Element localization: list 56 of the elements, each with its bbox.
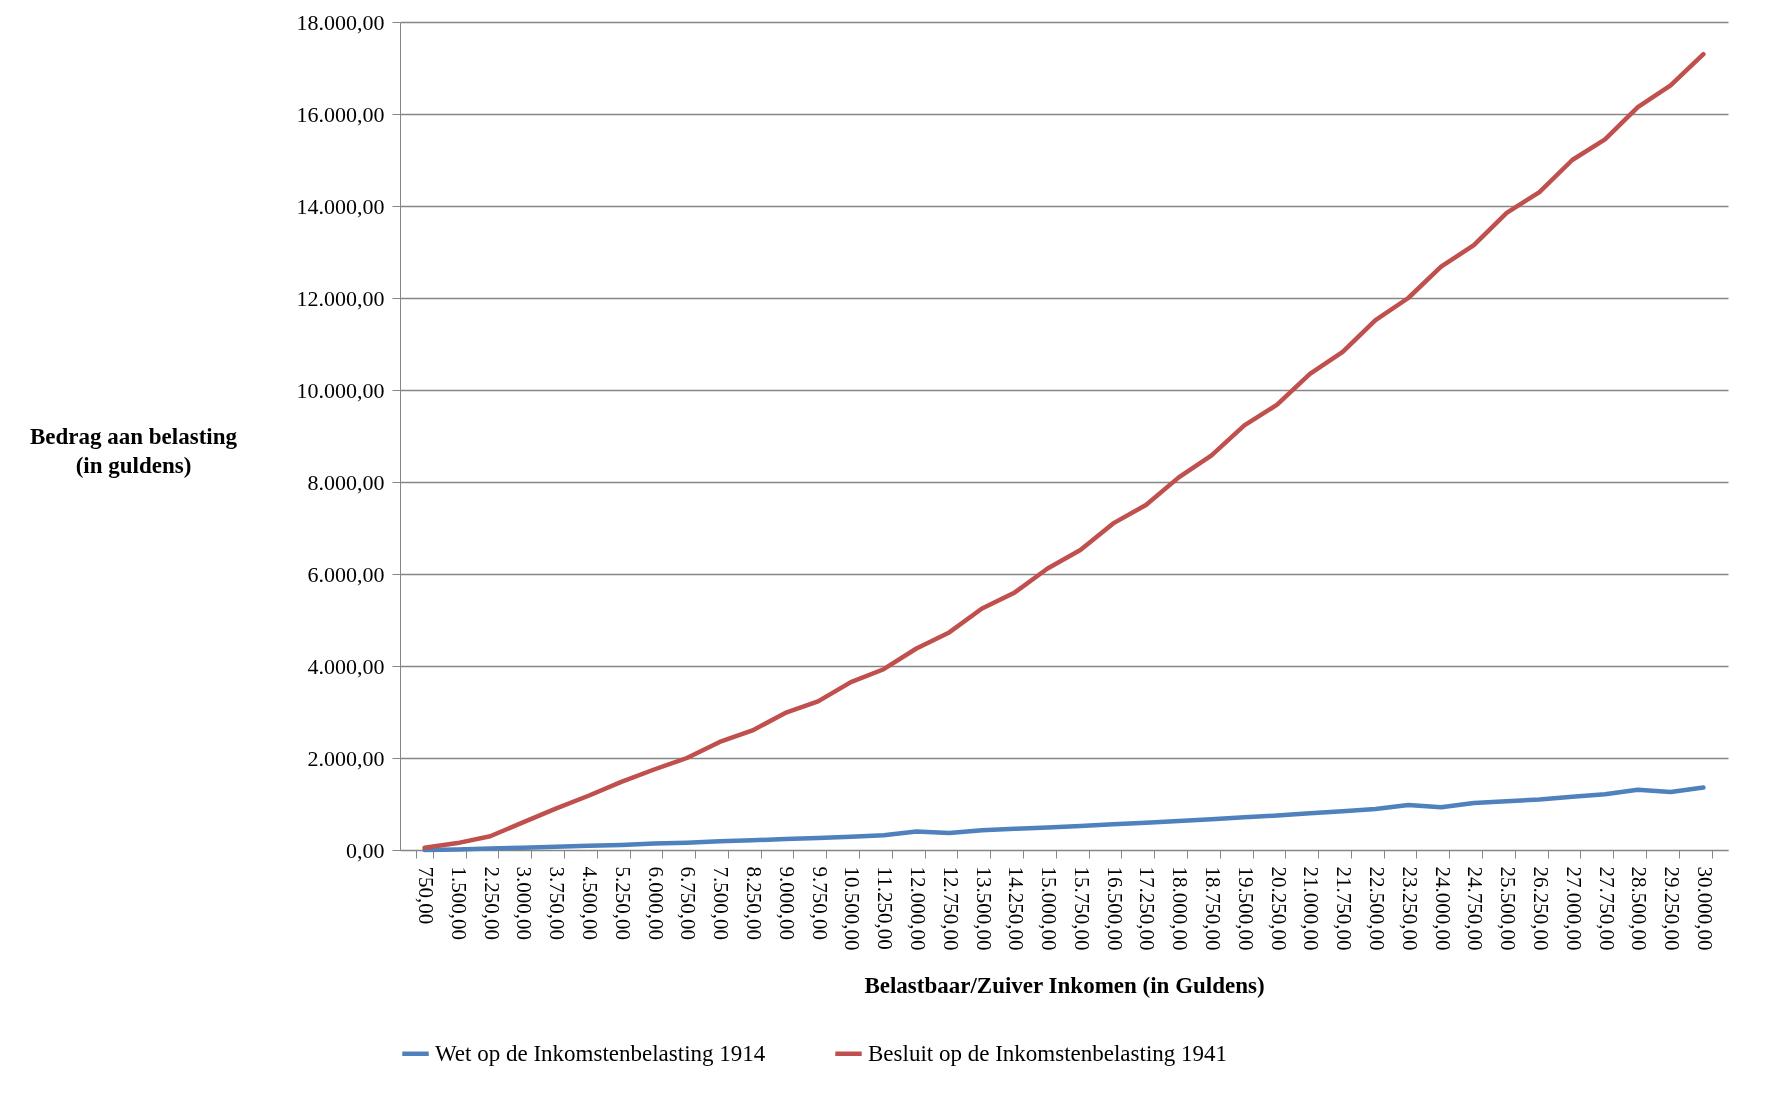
x-tick-label: 23.250,00 bbox=[1397, 866, 1422, 951]
x-tick-label: 2.250,00 bbox=[479, 866, 504, 940]
x-tick-label: 22.500,00 bbox=[1365, 866, 1390, 951]
x-tick-label: 5.250,00 bbox=[610, 866, 635, 940]
y-tick-label: 4.000,00 bbox=[307, 653, 385, 679]
y-tick-label: 0,00 bbox=[346, 837, 385, 863]
x-tick-label: 3.000,00 bbox=[512, 866, 537, 940]
x-tick-label: 27.750,00 bbox=[1594, 866, 1619, 951]
x-tick-label: 20.250,00 bbox=[1266, 866, 1291, 951]
x-tick-label: 13.500,00 bbox=[971, 866, 996, 951]
y-axis-title: Bedrag aan belasting (in guldens) bbox=[29, 423, 238, 478]
legend-label: Besluit op de Inkomstenbelasting 1941 bbox=[868, 1040, 1228, 1066]
x-tick-label: 6.750,00 bbox=[676, 866, 701, 940]
line-series bbox=[422, 785, 1706, 853]
x-tick-label: 14.250,00 bbox=[1004, 866, 1029, 951]
x-tick-label: 27.000,00 bbox=[1561, 866, 1586, 951]
y-tick-label: 14.000,00 bbox=[296, 193, 385, 219]
y-tick-label: 2.000,00 bbox=[307, 745, 385, 771]
x-tick-label: 9.750,00 bbox=[807, 866, 832, 940]
x-tick-label: 3.750,00 bbox=[545, 866, 570, 940]
x-tick-label: 10.500,00 bbox=[840, 866, 865, 951]
x-tick-label: 8.250,00 bbox=[741, 866, 766, 940]
x-tick-label: 26.250,00 bbox=[1528, 866, 1553, 951]
y-tick-label: 6.000,00 bbox=[307, 561, 385, 587]
x-tick-label: 24.750,00 bbox=[1463, 866, 1488, 951]
x-tick-label: 19.500,00 bbox=[1233, 866, 1258, 951]
y-tick-label: 10.000,00 bbox=[296, 377, 385, 403]
x-tick-label: 18.000,00 bbox=[1168, 866, 1193, 951]
x-tick-label: 11.250,00 bbox=[873, 866, 898, 950]
x-tick-label: 16.500,00 bbox=[1102, 866, 1127, 951]
x-tick-label: 1.500,00 bbox=[446, 866, 471, 940]
x-tick-label: 17.250,00 bbox=[1135, 866, 1160, 951]
x-tick-label: 29.250,00 bbox=[1660, 866, 1685, 951]
x-tick-label: 6.000,00 bbox=[643, 866, 668, 940]
y-tick-label: 12.000,00 bbox=[296, 285, 385, 311]
y-tick-label: 16.000,00 bbox=[296, 101, 385, 127]
line-series bbox=[422, 51, 1706, 850]
x-axis-title: Belastbaar/Zuiver Inkomen (in Guldens) bbox=[864, 972, 1265, 998]
x-tick-label: 21.000,00 bbox=[1299, 866, 1324, 951]
y-tick-label: 8.000,00 bbox=[307, 469, 385, 495]
x-tick-label: 25.500,00 bbox=[1496, 866, 1521, 951]
x-tick-label: 15.750,00 bbox=[1069, 866, 1094, 951]
x-tick-label: 24.000,00 bbox=[1430, 866, 1455, 951]
x-tick-label: 28.500,00 bbox=[1627, 866, 1652, 951]
x-tick-label: 4.500,00 bbox=[578, 866, 603, 940]
x-tick-label: 12.000,00 bbox=[905, 866, 930, 951]
y-tick-label: 18.000,00 bbox=[296, 9, 385, 35]
x-tick-label: 30.000,00 bbox=[1692, 866, 1717, 951]
x-tick-label: 15.000,00 bbox=[1037, 866, 1062, 951]
x-tick-label: 7.500,00 bbox=[709, 866, 734, 940]
x-tick-label: 21.750,00 bbox=[1332, 866, 1357, 951]
x-tick-label: 9.000,00 bbox=[774, 866, 799, 940]
x-tick-label: 18.750,00 bbox=[1201, 866, 1226, 951]
x-tick-label: 12.750,00 bbox=[938, 866, 963, 951]
legend-label: Wet op de Inkomstenbelasting 1914 bbox=[435, 1040, 766, 1066]
x-tick-label: 750,00 bbox=[414, 866, 439, 925]
